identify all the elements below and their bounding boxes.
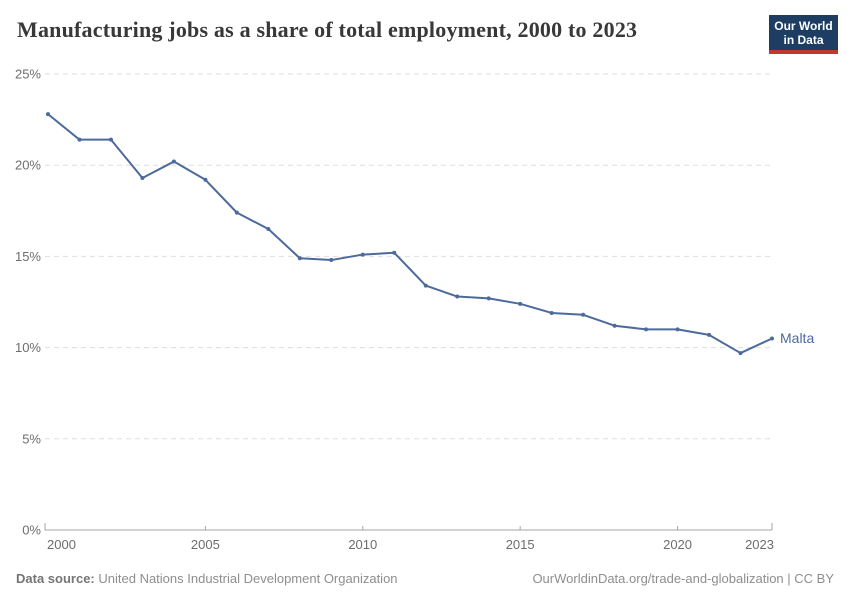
data-point xyxy=(46,112,50,117)
x-axis-tick-label: 2010 xyxy=(348,537,377,552)
data-point xyxy=(644,327,649,332)
chart-title: Manufacturing jobs as a share of total e… xyxy=(17,17,638,42)
data-point xyxy=(297,256,302,261)
data-point xyxy=(140,175,145,180)
data-source-label: Data source: xyxy=(16,571,95,586)
owid-logo-line1: Our World xyxy=(774,19,833,33)
owid-logo: Our World in Data xyxy=(769,15,838,54)
chart-footer: Data source: United Nations Industrial D… xyxy=(16,571,834,587)
y-axis-tick-label: 10% xyxy=(15,340,41,355)
footer-citation-link[interactable]: OurWorldinData.org/trade-and-globalizati… xyxy=(532,571,834,586)
data-point xyxy=(266,227,271,232)
y-axis-tick-label: 15% xyxy=(15,249,41,264)
data-point xyxy=(455,294,460,299)
data-point xyxy=(77,137,82,142)
data-point xyxy=(108,137,113,142)
data-point xyxy=(486,296,491,301)
data-point xyxy=(234,210,239,215)
series-line-malta xyxy=(47,113,773,355)
x-axis-tick-label: 2020 xyxy=(663,537,692,552)
data-point xyxy=(518,301,523,306)
data-source: Data source: United Nations Industrial D… xyxy=(16,571,398,587)
owid-logo-line2: in Data xyxy=(783,33,824,47)
data-point xyxy=(675,327,680,332)
data-point xyxy=(171,159,176,164)
data-point xyxy=(203,177,208,182)
data-point xyxy=(738,351,743,356)
y-axis-tick-label: 25% xyxy=(15,67,41,82)
data-point xyxy=(549,310,554,315)
x-axis-tick-label: 2000 xyxy=(47,537,76,552)
data-point xyxy=(423,283,428,288)
data-point xyxy=(360,252,365,257)
y-axis-tick-label: 0% xyxy=(22,523,41,538)
data-source-value: United Nations Industrial Development Or… xyxy=(98,571,398,586)
data-point xyxy=(707,332,712,337)
x-axis-tick-label: 2015 xyxy=(506,537,535,552)
y-axis-tick-label: 5% xyxy=(22,431,41,446)
data-point xyxy=(581,312,586,317)
data-point xyxy=(612,323,617,328)
series-end-label: Malta xyxy=(780,330,814,346)
data-point xyxy=(770,336,774,341)
data-point xyxy=(392,250,397,255)
y-axis-tick-label: 20% xyxy=(15,158,41,173)
x-axis-tick-label: 2005 xyxy=(191,537,220,552)
x-axis-tick-label: 2023 xyxy=(745,537,774,552)
data-point xyxy=(329,258,334,263)
